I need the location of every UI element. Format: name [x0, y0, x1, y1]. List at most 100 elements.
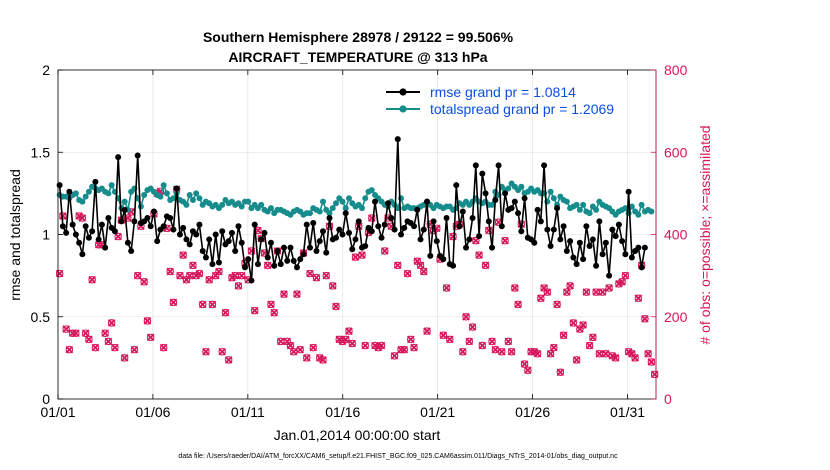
possible-marker — [302, 354, 311, 362]
rmse-point — [297, 256, 304, 263]
assimilated-marker-stroke — [55, 269, 64, 278]
possible-marker — [247, 247, 256, 255]
assimilated-marker — [361, 341, 370, 350]
rmse-point — [332, 234, 339, 241]
assimilated-marker-stroke — [208, 300, 217, 309]
rmse-point — [154, 238, 161, 245]
rmse-point — [622, 251, 629, 258]
rmse-point — [498, 223, 505, 230]
assimilated-marker — [289, 347, 298, 356]
possible-marker — [322, 271, 330, 280]
assimilated-marker — [507, 347, 516, 356]
possible-marker — [91, 343, 100, 352]
rmse-point — [115, 154, 122, 161]
spread-point — [186, 192, 193, 199]
rmse-point — [537, 218, 544, 225]
x-tick-label: 01/31 — [610, 404, 645, 420]
spread-point — [580, 201, 587, 208]
possible-marker — [641, 315, 649, 323]
rmse-point — [342, 210, 349, 217]
spread-point — [157, 193, 164, 200]
possible-marker — [55, 269, 64, 278]
assimilated-marker — [611, 354, 620, 362]
rmse-point — [440, 256, 447, 263]
rmse-point — [336, 226, 343, 233]
assimilated-marker-stroke — [475, 251, 483, 259]
rmse-point — [82, 223, 89, 230]
assimilated-marker — [189, 261, 197, 270]
rmse-point — [79, 251, 86, 258]
rmse-point — [531, 239, 538, 246]
y-tick-label: 1 — [42, 227, 50, 243]
rmse-point — [544, 226, 551, 233]
assimilated-marker — [309, 343, 318, 352]
spread-point — [586, 210, 593, 217]
assimilated-marker-stroke — [380, 247, 389, 255]
assimilated-marker — [85, 335, 93, 344]
possible-marker — [159, 343, 168, 352]
assimilated-marker — [72, 329, 80, 338]
rmse-point — [72, 231, 79, 238]
assimilated-marker-stroke — [514, 300, 522, 309]
assimilated-marker-stroke — [631, 354, 639, 362]
assimilated-marker — [140, 277, 148, 286]
spread-point — [342, 205, 349, 212]
assimilated-marker — [78, 214, 87, 222]
assimilated-marker-stroke — [566, 282, 574, 290]
rmse-point — [456, 223, 463, 230]
assimilated-marker — [556, 368, 565, 377]
assimilated-marker-stroke — [647, 358, 656, 366]
possible-marker — [104, 337, 113, 346]
possible-marker — [647, 358, 656, 366]
rmse-point — [378, 234, 385, 241]
assimilated-marker-stroke — [91, 343, 100, 352]
assimilated-marker-stroke — [605, 284, 613, 292]
assimilated-marker — [250, 306, 259, 315]
assimilated-marker-stroke — [234, 282, 243, 290]
rmse-point — [502, 190, 509, 197]
series-lines — [56, 136, 655, 284]
possible-marker — [472, 236, 480, 245]
possible-marker — [101, 329, 109, 337]
x-tick-label: 01/06 — [135, 404, 170, 420]
possible-marker — [488, 337, 496, 346]
spread-point — [547, 188, 554, 195]
possible-marker — [390, 352, 399, 360]
rmse-point — [319, 228, 326, 235]
assimilated-marker — [533, 349, 542, 358]
assimilated-marker — [133, 271, 142, 280]
possible-marker — [481, 261, 490, 270]
assimilated-marker-stroke — [166, 267, 175, 276]
assimilated-marker-stroke — [602, 349, 610, 358]
spread-point — [625, 210, 632, 217]
assimilated-marker — [595, 349, 604, 358]
possible-marker — [449, 232, 457, 241]
assimilated-marker-stroke — [416, 261, 425, 270]
possible-marker — [221, 308, 230, 317]
rmse-point — [241, 264, 248, 271]
assimilated-marker — [449, 232, 457, 241]
rmse-point — [554, 205, 561, 212]
rmse-point — [492, 196, 499, 203]
assimilated-marker — [276, 337, 285, 346]
assimilated-marker-stroke — [481, 261, 490, 270]
assimilated-marker — [143, 317, 152, 325]
rmse-point — [118, 218, 125, 225]
spread-point — [505, 185, 512, 192]
assimilated-marker — [345, 327, 353, 335]
possible-marker — [559, 331, 568, 340]
assimilated-marker-stroke — [101, 329, 109, 338]
rmse-point — [128, 247, 135, 254]
possible-marker — [650, 370, 659, 379]
assimilated-marker-stroke — [62, 325, 70, 333]
possible-marker — [263, 261, 272, 270]
assimilated-marker — [553, 300, 561, 309]
possible-marker — [78, 214, 87, 222]
y-tick-label: 1.5 — [31, 144, 51, 160]
assimilated-marker-stroke — [468, 323, 477, 331]
rmse-point — [433, 238, 440, 245]
rmse-point — [476, 233, 483, 240]
assimilated-marker — [419, 267, 428, 276]
assimilated-marker-stroke — [445, 335, 454, 344]
spread-point — [85, 188, 92, 195]
